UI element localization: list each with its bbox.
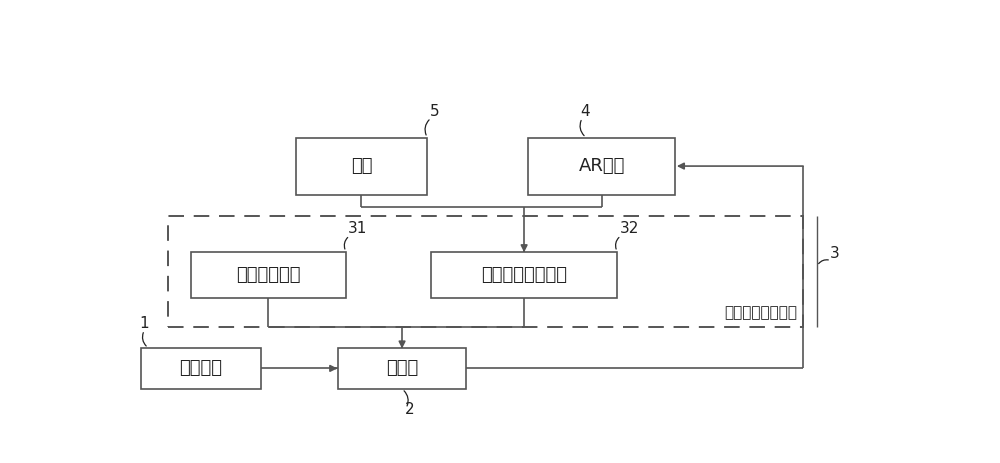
- Bar: [191, 252, 346, 298]
- Text: 4: 4: [581, 104, 590, 119]
- Bar: [338, 348, 466, 389]
- Text: 处理器: 处理器: [386, 359, 418, 377]
- Text: 5: 5: [430, 104, 439, 119]
- Text: 动态定位获取装置: 动态定位获取装置: [724, 305, 797, 320]
- Bar: [528, 138, 675, 194]
- Bar: [431, 252, 617, 298]
- Text: 2: 2: [404, 402, 414, 417]
- Text: 扫描装置: 扫描装置: [179, 359, 222, 377]
- Text: 3: 3: [829, 246, 839, 261]
- Text: 光学动态追踪设备: 光学动态追踪设备: [481, 266, 567, 284]
- Text: 1: 1: [139, 316, 149, 331]
- Text: AR眼镜: AR眼镜: [578, 157, 625, 175]
- Text: 定位摄像设备: 定位摄像设备: [236, 266, 301, 284]
- Bar: [168, 216, 803, 326]
- Bar: [296, 138, 427, 194]
- Text: 患者: 患者: [351, 157, 372, 175]
- Bar: [140, 348, 261, 389]
- Text: 32: 32: [619, 221, 639, 236]
- Text: 31: 31: [348, 221, 368, 236]
